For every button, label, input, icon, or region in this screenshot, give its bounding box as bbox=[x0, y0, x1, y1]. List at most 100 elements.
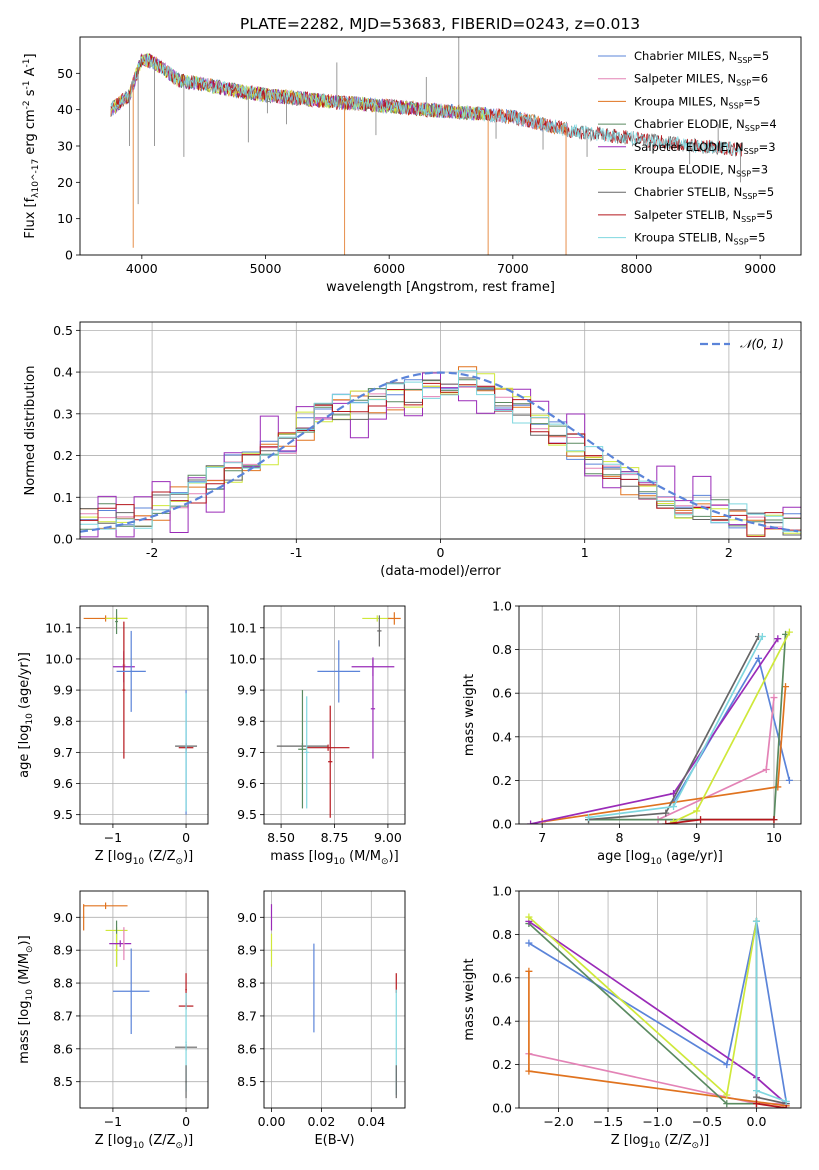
axes-frame bbox=[79, 321, 802, 540]
legend-label: Kroupa ELODIE, NSSP=3 bbox=[634, 163, 768, 179]
errorbar-point bbox=[122, 621, 126, 759]
legend-label: Kroupa MILES, NSSP=5 bbox=[634, 94, 760, 110]
weight-marker bbox=[758, 633, 766, 641]
spectrum-lines bbox=[110, 37, 742, 255]
x-axis-label: E(B-V) bbox=[314, 1133, 354, 1148]
y-tick-label: 0.0 bbox=[53, 532, 73, 547]
x-axis-label: wavelength [Angstrom, rest frame] bbox=[326, 280, 555, 295]
x-tick-label: −0.5 bbox=[692, 1114, 722, 1129]
errorbar-point bbox=[304, 696, 309, 809]
x-tick-label: −1 bbox=[104, 1114, 122, 1129]
y-axis-label: age [log10 (age/yr)] bbox=[17, 652, 35, 778]
x-tick-label: 2 bbox=[725, 545, 733, 560]
y-tick-label: 9.5 bbox=[237, 807, 257, 822]
axes-frame bbox=[518, 890, 802, 1109]
axes-frame bbox=[263, 890, 406, 1109]
weight-marker bbox=[670, 803, 678, 811]
y-tick-label: 8.7 bbox=[53, 1008, 73, 1023]
errorbar-point bbox=[298, 690, 307, 809]
weight-marker bbox=[670, 818, 678, 824]
y-tick-label: 10.0 bbox=[229, 651, 257, 666]
x-tick-label: 0.04 bbox=[357, 1114, 385, 1129]
y-tick-label: 0.6 bbox=[492, 970, 512, 985]
weight-marker bbox=[752, 1100, 760, 1108]
legend-label: Salpeter ELODIE, NSSP=3 bbox=[634, 140, 776, 156]
y-tick-label: 30 bbox=[57, 139, 73, 154]
errorbar-point bbox=[317, 640, 361, 703]
y-tick-label: 9.7 bbox=[53, 745, 73, 760]
y-tick-label: 0.8 bbox=[492, 642, 512, 657]
x-tick-label: 9 bbox=[693, 830, 701, 845]
y-tick-label: 10.1 bbox=[45, 620, 73, 635]
axes-frame bbox=[79, 36, 802, 256]
weight-marker bbox=[662, 820, 670, 824]
errorbar-point bbox=[115, 609, 119, 635]
y-tick-label: 10 bbox=[57, 211, 73, 226]
weight-vs-Z-panel: −2.0 −1.5 −1.0 −0.5 0.0 0.0 0.2 0.4 0.6 0.8 1.0 Z [… bbox=[462, 884, 802, 1151]
errorbar-point bbox=[377, 615, 382, 647]
errorbar-point bbox=[185, 693, 187, 812]
y-axis-label: mass weight bbox=[462, 674, 477, 756]
x-tick-label: 0.0 bbox=[747, 1114, 767, 1129]
y-tick-label: 8.8 bbox=[237, 976, 257, 991]
histogram-kroupa-stelib bbox=[80, 370, 801, 532]
figure-title: PLATE=2282, MJD=53683, FIBERID=0243, z=0… bbox=[240, 15, 640, 33]
histograms bbox=[80, 366, 801, 538]
x-axis-label: age [log10 (age/yr)] bbox=[597, 849, 723, 867]
legend-label: Kroupa STELIB, NSSP=5 bbox=[634, 231, 765, 247]
weight-marker bbox=[782, 683, 790, 691]
errorbar-point bbox=[362, 615, 393, 622]
x-tick-label: 7 bbox=[538, 830, 546, 845]
y-tick-label: 10.1 bbox=[229, 620, 257, 635]
x-tick-label: 9000 bbox=[744, 261, 776, 276]
weight-marker bbox=[723, 1091, 731, 1099]
y-tick-label: 0.6 bbox=[492, 686, 512, 701]
weight-marker bbox=[782, 1097, 790, 1105]
y-tick-label: 9.7 bbox=[237, 745, 257, 760]
x-tick-label: 0.00 bbox=[258, 1114, 286, 1129]
y-tick-label: 0.1 bbox=[53, 490, 73, 505]
y-axis-label: mass weight bbox=[462, 958, 477, 1040]
axes-frame bbox=[79, 605, 209, 825]
y-tick-label: 50 bbox=[57, 66, 73, 81]
y-tick-label: 8.7 bbox=[237, 1008, 257, 1023]
weight-marker bbox=[755, 654, 763, 662]
y-tick-label: 9.8 bbox=[53, 714, 73, 729]
weight-marker bbox=[527, 820, 535, 824]
x-axis-label: Z [log10 (Z/Z⊙)] bbox=[611, 1133, 710, 1151]
weight-marker bbox=[697, 816, 705, 824]
errorbar-point bbox=[328, 705, 333, 818]
legend-label: Chabrier MILES, NSSP=5 bbox=[634, 49, 769, 65]
y-tick-label: 8.5 bbox=[53, 1074, 73, 1089]
errorbar-point bbox=[112, 948, 150, 1035]
spectrum-panel: 4000 5000 6000 7000 8000 9000 0 10 20 30 40 50 wavel… bbox=[22, 36, 802, 295]
x-tick-label: −2.0 bbox=[543, 1114, 573, 1129]
errorbars bbox=[270, 904, 397, 1099]
weight-marker bbox=[525, 939, 533, 947]
y-tick-label: 8.9 bbox=[237, 943, 257, 958]
weight-marker bbox=[770, 694, 778, 702]
y-tick-label: 9.6 bbox=[53, 776, 73, 791]
axes-frame bbox=[263, 605, 406, 825]
x-tick-label: 0 bbox=[437, 545, 445, 560]
y-tick-label: 9.0 bbox=[53, 910, 73, 925]
gaussian-curve bbox=[80, 371, 799, 533]
y-tick-label: 8.5 bbox=[237, 1074, 257, 1089]
weight-marker bbox=[723, 1061, 731, 1069]
errorbars bbox=[276, 612, 401, 818]
x-tick-label: −1.5 bbox=[593, 1114, 623, 1129]
x-tick-label: 8 bbox=[615, 830, 623, 845]
age-vs-Z-panel: −1 0 9.5 9.6 9.7 9.8 9.9 10.0 10.1 Z [log10 (Z/Z⊙… bbox=[17, 605, 209, 867]
weight-vs-age-panel: 7 8 9 10 0.0 0.2 0.4 0.6 0.8 1.0 age [log10 (age/y… bbox=[462, 599, 802, 867]
x-tick-label: 5000 bbox=[250, 261, 282, 276]
x-tick-label: 8000 bbox=[621, 261, 653, 276]
x-tick-label: 0 bbox=[182, 1114, 190, 1129]
errorbar-point bbox=[115, 933, 119, 967]
weight-marker bbox=[752, 1087, 760, 1095]
y-tick-label: 0.4 bbox=[492, 729, 512, 744]
errorbars bbox=[82, 902, 198, 1099]
weight-marker bbox=[525, 913, 533, 921]
legend-label: Salpeter MILES, NSSP=6 bbox=[634, 72, 768, 88]
weight-marker bbox=[774, 635, 782, 643]
x-tick-label: 4000 bbox=[126, 261, 158, 276]
